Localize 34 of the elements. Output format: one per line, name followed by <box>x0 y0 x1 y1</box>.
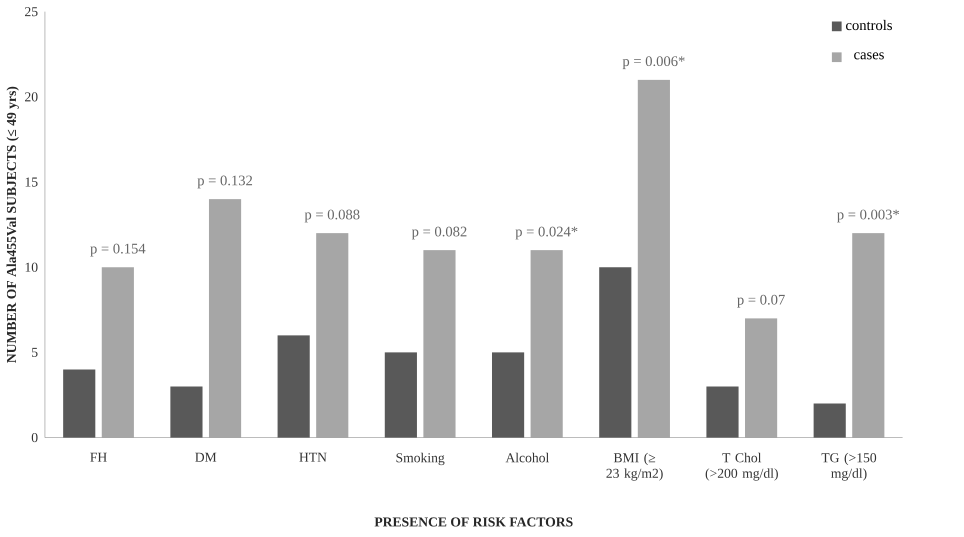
annotation: p = 0.006* <box>622 56 685 70</box>
bar <box>63 370 96 438</box>
y-tick-label: 0 <box>32 433 38 442</box>
annotation: p = 0.082 <box>412 226 466 240</box>
annotation: p = 0.088 <box>304 210 360 223</box>
y-tick-label: 10 <box>26 262 38 272</box>
bar <box>278 335 310 438</box>
x-tick-label: BMI (≥ 23 kg/m2) <box>606 452 663 481</box>
annotation: p = 0.154 <box>90 244 146 257</box>
bar <box>599 267 632 438</box>
legend-label: cases <box>854 52 884 60</box>
y-tick-label: 20 <box>25 92 38 102</box>
annotation: p = 0.07 <box>737 294 785 308</box>
x-axis-title: PRESENCE OF RISK FACTORS <box>374 518 573 527</box>
x-tick-label: TG (>150 mg/dl) <box>822 452 876 481</box>
bar <box>706 386 739 438</box>
x-tick-label: T Chol (>200 mg/dl) <box>706 452 778 481</box>
bar <box>492 352 524 438</box>
y-axis-title: NUMBER OF Ala455Val SUBJECTS (≤ 49 yrs) <box>6 86 19 363</box>
x-tick-label: Smoking <box>396 452 444 466</box>
x-tick-label: DM <box>195 452 216 462</box>
annotation: p = 0.024* <box>515 226 578 240</box>
x-tick-label: HTN <box>299 452 327 462</box>
y-tick-label: 15 <box>26 178 38 187</box>
bar <box>814 404 846 438</box>
bar <box>170 386 203 438</box>
annotation: p = 0.132 <box>197 176 252 188</box>
bar <box>384 352 417 438</box>
annotation: p = 0.003* <box>837 210 900 223</box>
x-tick-label: Alcohol <box>506 452 550 462</box>
x-tick-label: FH <box>90 452 107 462</box>
legend-label: controls <box>846 20 892 30</box>
y-tick-label: 25 <box>25 7 38 16</box>
y-tick-label: 5 <box>32 348 38 358</box>
